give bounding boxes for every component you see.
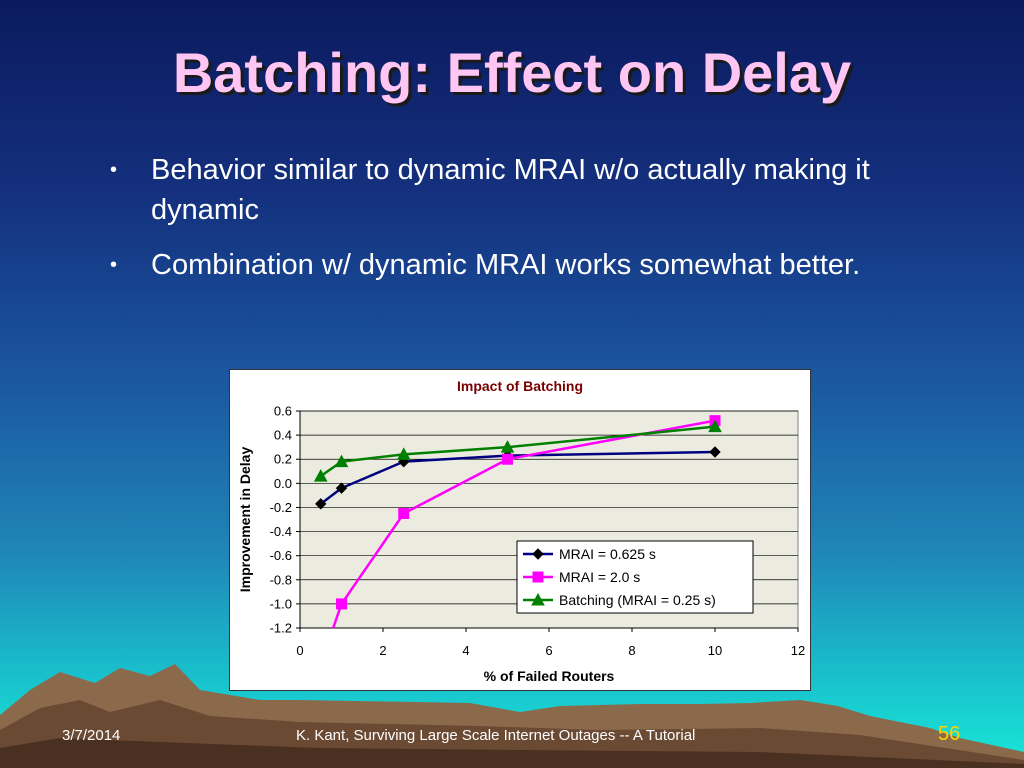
chart-container: 0.6 0.4 0.2 0.0 -0.2 -0.4 -0.6 -0.8 -1.0 -1.2 0 2 4 6…	[229, 369, 811, 691]
line-chart: 0.6 0.4 0.2 0.0 -0.2 -0.4 -0.6 -0.8 -1.0 -1.2 0 2 4 6…	[237, 378, 805, 684]
chart-title: Impact of Batching	[457, 378, 583, 394]
data-point	[500, 440, 515, 453]
x-tick-label: 12	[791, 643, 805, 658]
footer-date: 3/7/2014	[62, 727, 121, 744]
bullet-dot-icon: •	[110, 159, 118, 181]
bullet-text: Combination w/ dynamic MRAI works somewh…	[151, 249, 861, 281]
y-tick-label: 0.6	[274, 404, 292, 419]
legend-marker	[531, 592, 545, 606]
data-point	[335, 482, 348, 494]
y-tick-label: 0.2	[274, 452, 292, 467]
y-tick-label: -0.2	[270, 500, 292, 515]
data-point	[313, 469, 328, 482]
footer-title: K. Kant, Surviving Large Scale Internet …	[296, 727, 696, 744]
y-tick-label: -0.4	[270, 524, 292, 539]
bullet-list: • Behavior similar to dynamic MRAI w/o a…	[110, 150, 910, 300]
data-point	[708, 419, 722, 433]
legend-marker	[532, 548, 544, 560]
x-tick-label: 6	[545, 643, 552, 658]
x-axis-label: % of Failed Routers	[484, 668, 615, 684]
slide-title: Batching: Effect on Delay	[172, 41, 852, 104]
data-point	[398, 507, 410, 519]
x-tick-label: 8	[628, 643, 635, 658]
y-tick-label: 0.4	[274, 428, 292, 443]
y-axis-label: Improvement in Delay	[237, 447, 253, 593]
legend-marker	[532, 571, 544, 583]
bullet-item: • Combination w/ dynamic MRAI works some…	[110, 245, 910, 285]
data-point	[315, 498, 327, 510]
y-tick-label: -0.6	[270, 548, 292, 563]
bullet-text: Behavior similar to dynamic MRAI w/o act…	[151, 154, 870, 226]
y-tick-label: -1.2	[270, 621, 292, 636]
legend-label: MRAI = 2.0 s	[559, 569, 640, 585]
y-tick-label: -1.0	[270, 596, 292, 611]
page-number: 56	[938, 723, 961, 745]
legend-label: Batching (MRAI = 0.25 s)	[559, 592, 716, 608]
bullet-item: • Behavior similar to dynamic MRAI w/o a…	[110, 150, 910, 230]
legend-box	[516, 540, 754, 614]
legend-label: MRAI = 0.625 s	[559, 546, 656, 562]
x-tick-label: 4	[462, 643, 469, 658]
bullet-dot-icon: •	[110, 254, 118, 276]
x-tick-label: 10	[708, 643, 722, 658]
data-point	[502, 453, 513, 465]
y-tick-label: 0.0	[274, 476, 292, 491]
x-tick-label: 0	[296, 643, 303, 658]
series-2-group	[313, 419, 722, 482]
x-tick-label: 2	[379, 643, 386, 658]
data-point	[709, 446, 721, 458]
data-point	[336, 598, 347, 610]
y-tick-label: -0.8	[270, 572, 292, 587]
data-point	[334, 454, 349, 468]
data-point	[396, 447, 411, 460]
